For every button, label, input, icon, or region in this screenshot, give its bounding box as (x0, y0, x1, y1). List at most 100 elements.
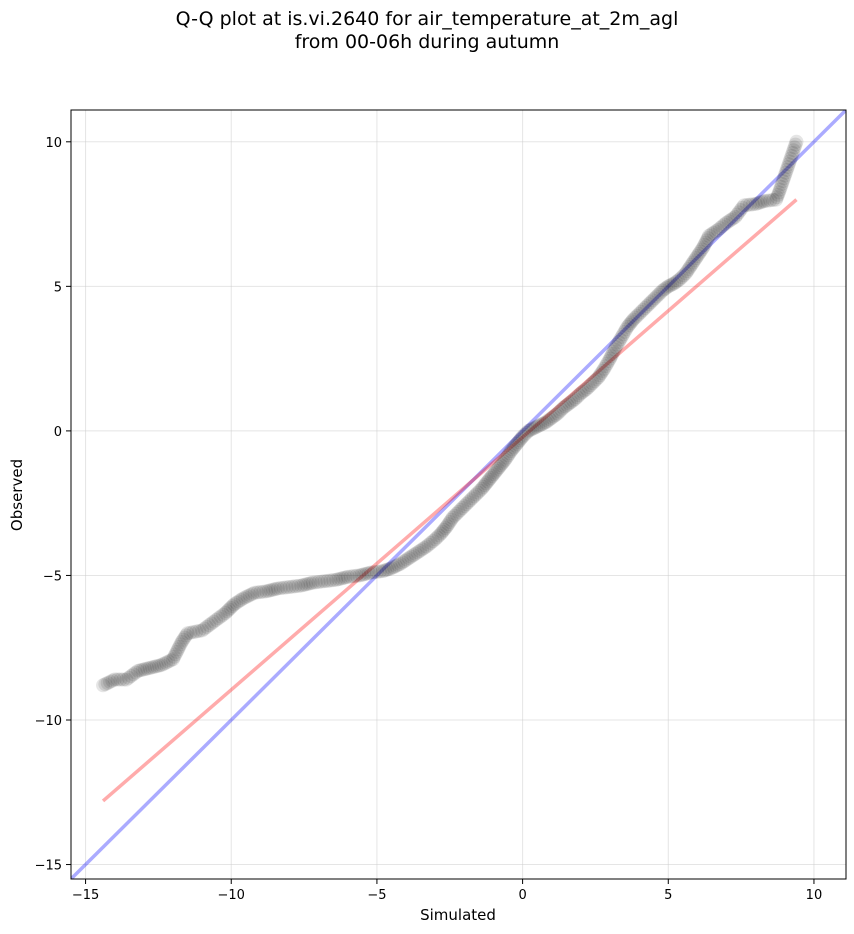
qq-point (220, 604, 235, 619)
qq-point (158, 655, 173, 670)
identity-line (71, 110, 846, 879)
qq-point (506, 440, 521, 455)
qq-point (608, 340, 623, 355)
y-tick-label: −15 (35, 859, 62, 874)
qq-point (415, 542, 430, 557)
qq-point (116, 672, 131, 687)
qq-point (739, 198, 754, 213)
qq-point (367, 565, 382, 580)
qq-point (603, 351, 618, 366)
qq-point (788, 137, 803, 152)
qq-point (156, 656, 171, 671)
qq-point (204, 616, 219, 631)
x-axis-ticks: −15 −10 −5 0 5 10 (72, 879, 822, 903)
qq-point (777, 168, 792, 183)
qq-point (444, 512, 459, 527)
qq-point (211, 611, 226, 626)
qq-point (731, 205, 746, 220)
qq-point (657, 282, 672, 297)
qq-point (667, 276, 682, 291)
qq-point (774, 176, 789, 191)
qq-point (303, 576, 318, 591)
qq-point (270, 581, 285, 596)
qq-point (218, 606, 233, 621)
qq-point (174, 634, 189, 649)
qq-point (242, 588, 257, 603)
qq-point (480, 474, 495, 489)
qq-point (349, 568, 364, 583)
qq-point (581, 380, 596, 395)
qq-point (140, 661, 155, 676)
qq-point (624, 314, 639, 329)
qq-point (523, 422, 538, 437)
qq-point (395, 555, 410, 570)
qq-point (753, 195, 768, 210)
qq-point (535, 417, 550, 432)
qq-point (477, 478, 492, 493)
qq-point (161, 654, 176, 669)
qq-point (382, 561, 397, 576)
qq-point (202, 618, 217, 633)
qq-point (186, 625, 201, 640)
qq-point (426, 534, 441, 549)
qq-point (121, 670, 136, 685)
qq-point (256, 584, 271, 599)
x-tick-label: 5 (664, 888, 672, 903)
qq-point (697, 238, 712, 253)
qq-point (311, 574, 326, 589)
qq-point (291, 578, 306, 593)
qq-point (616, 327, 631, 342)
qq-point (702, 228, 717, 243)
qq-point (170, 642, 185, 657)
qq-point (556, 400, 571, 415)
qq-point (770, 190, 785, 205)
qq-point (637, 301, 652, 316)
qq-point (686, 255, 701, 270)
qq-point (263, 583, 278, 598)
qq-point (502, 446, 517, 461)
qq-point (509, 436, 524, 451)
qq-point (479, 476, 494, 491)
qq-point (476, 479, 491, 494)
qq-point (483, 470, 498, 485)
qq-point (525, 421, 540, 436)
qq-point (128, 665, 143, 680)
qq-point (775, 174, 790, 189)
qq-point (728, 209, 743, 224)
qq-point (133, 663, 148, 678)
qq-point (569, 390, 584, 405)
qq-point (268, 582, 283, 597)
qq-point (645, 293, 660, 308)
qq-point (715, 219, 730, 234)
qq-point (406, 548, 421, 563)
qq-point (693, 244, 708, 259)
qq-point (706, 225, 721, 240)
qq-point (519, 425, 534, 440)
qq-point (558, 399, 573, 414)
qq-point (661, 279, 676, 294)
qq-point (231, 594, 246, 609)
qq-point (240, 589, 255, 604)
qq-point (338, 570, 353, 585)
qq-point (285, 579, 300, 594)
qq-point (430, 530, 445, 545)
qq-point (179, 628, 194, 643)
qq-point (472, 483, 487, 498)
qq-point (233, 593, 248, 608)
qq-point (669, 275, 684, 290)
qq-point (680, 264, 695, 279)
qq-point (279, 580, 294, 595)
qq-point (573, 386, 588, 401)
qq-point (177, 630, 192, 645)
qq-point (665, 277, 680, 292)
qq-point (412, 543, 427, 558)
qq-point (173, 637, 188, 652)
qq-point (180, 626, 195, 641)
qq-point (550, 406, 565, 421)
y-axis-label: Observed (8, 459, 26, 531)
qq-point (96, 678, 111, 693)
qq-point (441, 517, 456, 532)
qq-point (401, 551, 416, 566)
qq-point (453, 502, 468, 517)
